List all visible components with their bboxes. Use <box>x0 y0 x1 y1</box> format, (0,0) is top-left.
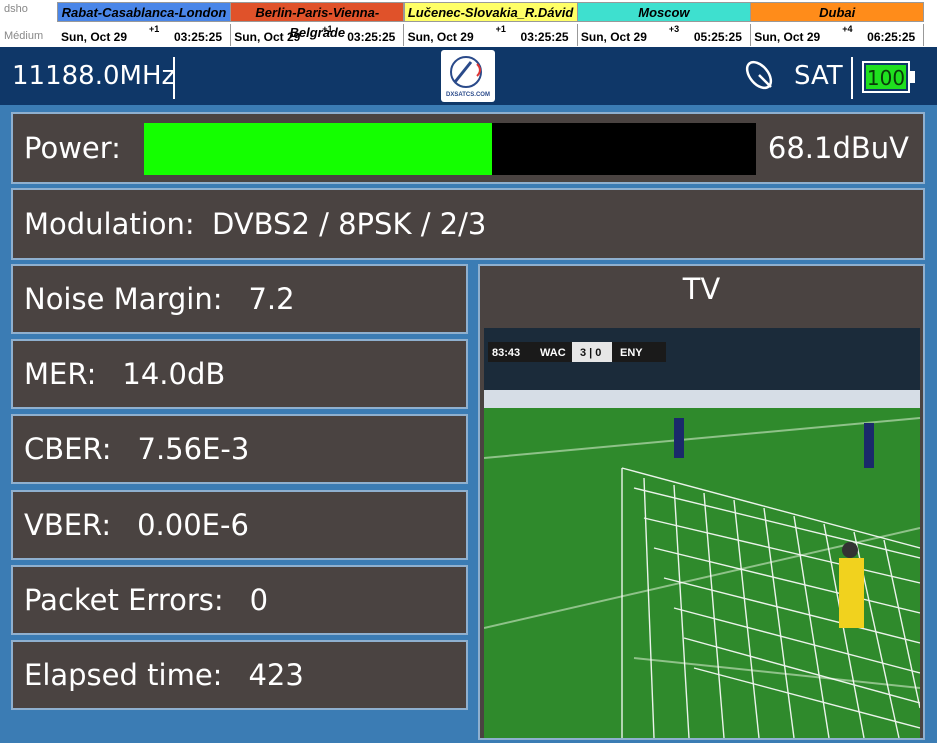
logo-text: DXSATCS.COM <box>446 92 490 98</box>
corner-label: Médium <box>4 30 44 42</box>
clock-time: Sun, Oct 29 +1 03:25:25 <box>230 24 405 46</box>
measurement-row: CBER: 7.56E-3 <box>11 414 468 485</box>
clock-time: Sun, Oct 29 +4 06:25:25 <box>750 24 925 46</box>
row-value: 423 <box>248 658 304 692</box>
modulation-value: DVBS2 / 8PSK / 2/3 <box>212 207 487 241</box>
battery-tip <box>910 71 915 83</box>
clock-date: Sun, Oct 29 <box>580 30 647 44</box>
divider <box>173 57 175 99</box>
clock-city: Berlin-Paris-Vienna-Belgrade <box>230 2 405 40</box>
row-value: 7.56E-3 <box>137 432 250 467</box>
divider <box>851 57 853 99</box>
logo: DXSATCS.COM <box>441 50 495 102</box>
clock-city: Moscow <box>576 2 751 22</box>
clock-offset: +3 <box>668 24 680 34</box>
home-team: WAC <box>540 347 566 359</box>
row-value: 0.00E-6 <box>137 507 249 542</box>
row-label: MER: <box>24 357 97 392</box>
tv-title: TV <box>682 272 721 306</box>
dish-icon <box>745 60 773 90</box>
power-bar-fill <box>144 123 492 175</box>
logo-icon <box>450 56 482 88</box>
clock-time-value: 05:25:25 <box>693 30 742 44</box>
row-label: Elapsed time: <box>24 658 223 692</box>
clock-offset: +1 <box>149 24 160 34</box>
clock-time-value: 06:25:25 <box>867 30 916 44</box>
row-value: 7.2 <box>248 282 295 316</box>
modulation-panel: Modulation: DVBS2 / 8PSK / 2/3 <box>11 188 925 260</box>
power-panel: Power: 68.1dBuV <box>11 112 925 184</box>
away-team: ENY <box>620 347 643 359</box>
clock-city: Dubai <box>750 2 925 22</box>
clock-date: Sun, Oct 29 <box>754 30 821 44</box>
clock-time: Sun, Oct 29 +1 03:25:25 <box>404 24 578 46</box>
row-label: VBER: <box>24 507 112 542</box>
battery: 100 <box>862 61 910 93</box>
clock-time-value: 03:25:25 <box>173 30 222 44</box>
row-label: Packet Errors: <box>24 582 224 617</box>
measurement-row: VBER: 0.00E-6 <box>11 489 468 560</box>
clock-date: Sun, Oct 29 <box>407 30 474 44</box>
modulation-label: Modulation: <box>24 207 195 241</box>
clock-time: Sun, Oct 29 +1 03:25:25 <box>57 24 231 46</box>
measurement-row: Packet Errors: 0 <box>11 564 468 635</box>
corner-label: dsho <box>4 3 28 15</box>
battery-level: 100 <box>866 65 906 90</box>
measurement-row: MER: 14.0dB <box>11 339 468 410</box>
clock-time-value: 03:25:25 <box>520 30 569 44</box>
clock-offset: +1 <box>495 24 506 34</box>
measurement-row: Elapsed time: 423 <box>11 640 468 710</box>
clock-offset: +4 <box>842 24 853 34</box>
power-label: Power: <box>24 131 121 165</box>
power-value: 68.1dBuV <box>767 131 909 165</box>
row-label: CBER: <box>24 432 112 467</box>
tv-panel: TV 83:43 WAC 3 | 0 ENY <box>478 264 925 740</box>
clock-time: Sun, Oct 29 +3 05:25:25 <box>577 24 751 46</box>
clock-date: Sun, Oct 29 <box>234 30 301 44</box>
clock-time-value: 03:25:25 <box>347 30 396 44</box>
tv-picture: 83:43 WAC 3 | 0 ENY <box>484 328 920 738</box>
clock-city: Lučenec-Slovakia_R.Dávid <box>403 2 578 22</box>
row-label: Noise Margin: <box>24 282 223 316</box>
score: 3 | 0 <box>580 347 601 359</box>
row-value: 14.0dB <box>122 357 226 392</box>
clock-offset: +1 <box>322 24 333 34</box>
match-time: 83:43 <box>492 347 520 359</box>
row-value: 0 <box>249 582 269 617</box>
frequency: 11188.0MHz <box>12 61 176 91</box>
mode: SAT <box>794 61 843 91</box>
clock-city: Rabat-Casablanca-London <box>57 2 231 22</box>
clock-date: Sun, Oct 29 <box>61 30 128 44</box>
power-bar <box>144 123 756 175</box>
measurement-row: Noise Margin: 7.2 <box>11 264 468 334</box>
status-bar: 11188.0MHz DXSATCS.COM SAT 100 <box>0 47 937 105</box>
